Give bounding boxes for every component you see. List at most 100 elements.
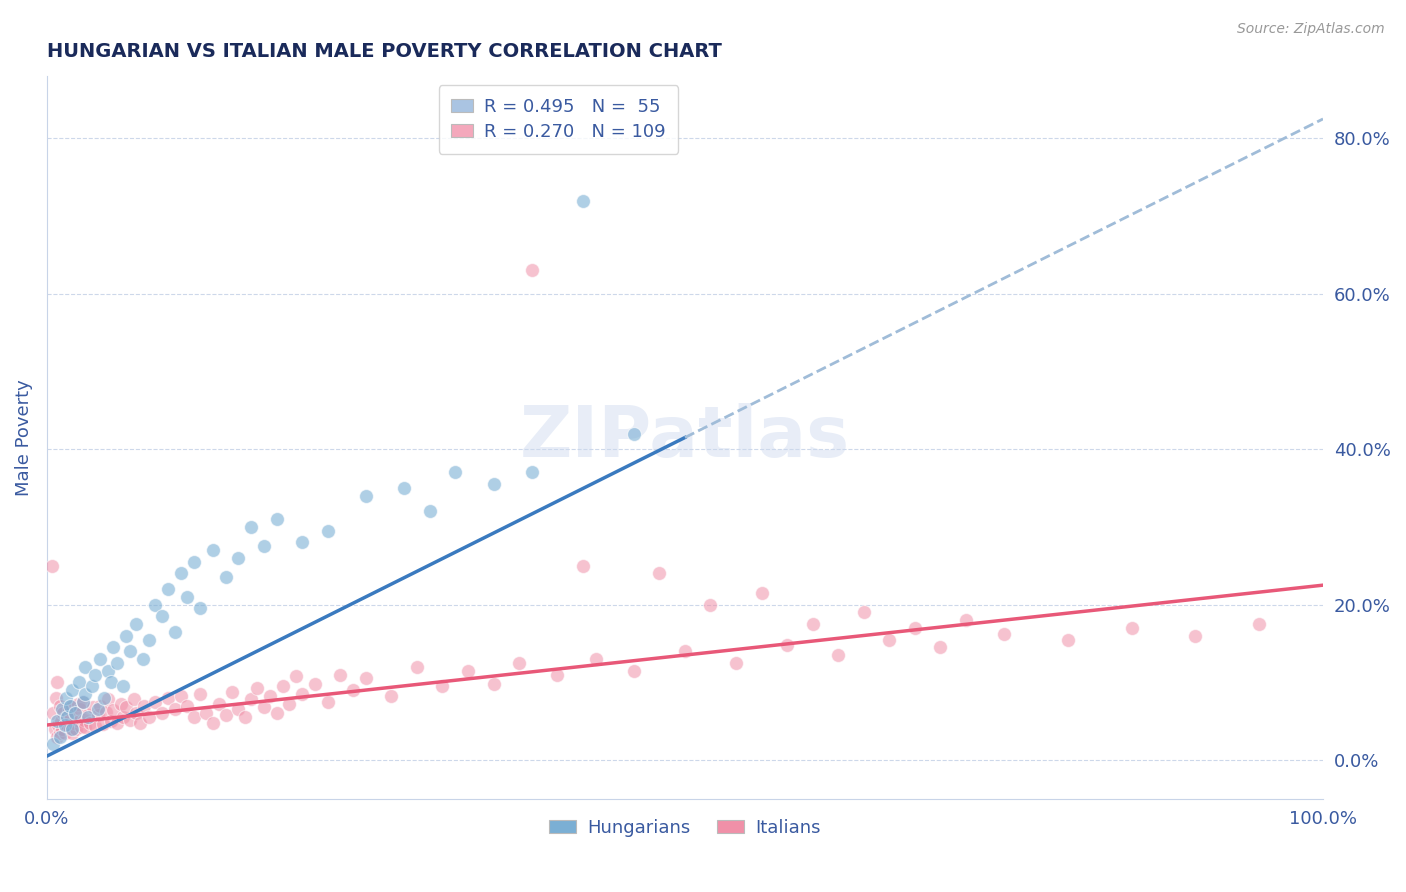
Point — [112, 710, 135, 724]
Point — [75, 687, 97, 701]
Point — [572, 194, 595, 208]
Point — [70, 720, 93, 734]
Point — [266, 706, 288, 721]
Point — [51, 722, 73, 736]
Point — [100, 675, 122, 690]
Point — [138, 710, 160, 724]
Point — [48, 730, 70, 744]
Point — [329, 667, 352, 681]
Point — [157, 690, 180, 705]
Legend: Hungarians, Italians: Hungarians, Italians — [541, 812, 828, 844]
Point — [82, 700, 104, 714]
Point — [316, 695, 339, 709]
Point — [183, 555, 205, 569]
Point — [623, 426, 645, 441]
Point — [406, 659, 429, 673]
Point — [112, 679, 135, 693]
Point — [188, 601, 211, 615]
Point — [163, 702, 186, 716]
Point — [278, 697, 301, 711]
Point — [354, 672, 377, 686]
Point — [955, 613, 977, 627]
Point — [55, 710, 77, 724]
Point — [201, 715, 224, 730]
Point — [97, 664, 120, 678]
Point — [271, 679, 294, 693]
Point — [48, 698, 70, 713]
Point — [62, 698, 84, 713]
Point — [240, 520, 263, 534]
Point — [75, 720, 97, 734]
Point — [66, 697, 89, 711]
Point — [419, 504, 441, 518]
Point — [115, 629, 138, 643]
Point — [392, 481, 415, 495]
Point — [67, 675, 90, 690]
Point — [354, 489, 377, 503]
Point — [105, 715, 128, 730]
Point — [304, 677, 326, 691]
Point — [929, 640, 952, 655]
Point — [183, 710, 205, 724]
Point — [63, 706, 86, 721]
Point — [89, 698, 111, 713]
Point — [432, 679, 454, 693]
Point — [226, 551, 249, 566]
Point — [546, 667, 568, 681]
Point — [266, 512, 288, 526]
Point — [157, 582, 180, 596]
Point — [221, 684, 243, 698]
Point — [699, 598, 721, 612]
Point — [73, 713, 96, 727]
Point — [132, 698, 155, 713]
Point — [52, 706, 75, 721]
Point — [801, 617, 824, 632]
Point — [51, 702, 73, 716]
Point — [46, 675, 69, 690]
Point — [56, 710, 79, 724]
Point — [291, 687, 314, 701]
Point — [233, 710, 256, 724]
Point — [1184, 629, 1206, 643]
Point — [131, 652, 153, 666]
Point — [60, 710, 83, 724]
Point — [143, 598, 166, 612]
Point — [80, 679, 103, 693]
Point — [776, 638, 799, 652]
Point — [852, 605, 875, 619]
Point — [84, 719, 107, 733]
Point — [253, 539, 276, 553]
Point — [48, 718, 70, 732]
Point — [129, 715, 152, 730]
Point — [208, 697, 231, 711]
Point — [76, 710, 98, 724]
Point — [877, 632, 900, 647]
Point — [1056, 632, 1078, 647]
Point — [118, 713, 141, 727]
Text: HUNGARIAN VS ITALIAN MALE POVERTY CORRELATION CHART: HUNGARIAN VS ITALIAN MALE POVERTY CORREL… — [46, 42, 721, 61]
Point — [103, 703, 125, 717]
Point — [42, 738, 65, 752]
Point — [91, 717, 114, 731]
Point — [41, 558, 63, 573]
Point — [585, 652, 607, 666]
Point — [125, 706, 148, 721]
Point — [508, 656, 530, 670]
Text: Source: ZipAtlas.com: Source: ZipAtlas.com — [1237, 22, 1385, 37]
Point — [62, 726, 84, 740]
Point — [150, 609, 173, 624]
Point — [673, 644, 696, 658]
Point — [87, 707, 110, 722]
Point — [1121, 621, 1143, 635]
Point — [520, 466, 543, 480]
Point — [42, 706, 65, 721]
Point — [342, 683, 364, 698]
Point — [380, 690, 402, 704]
Text: ZIPatlas: ZIPatlas — [520, 403, 851, 472]
Point — [45, 690, 67, 705]
Point — [176, 698, 198, 713]
Point — [115, 700, 138, 714]
Point — [89, 652, 111, 666]
Point — [46, 730, 69, 744]
Point — [110, 697, 132, 711]
